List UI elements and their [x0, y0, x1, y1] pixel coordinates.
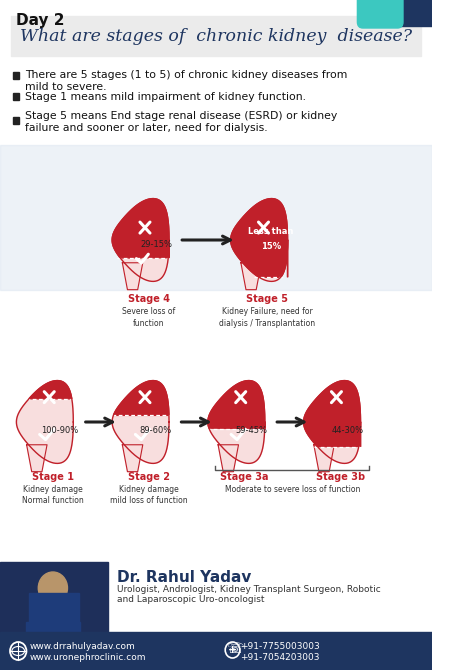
Polygon shape: [314, 445, 334, 472]
Polygon shape: [113, 381, 169, 415]
Text: Stage 1 means mild impairment of kidney function.: Stage 1 means mild impairment of kidney …: [25, 92, 306, 102]
Text: +91-7054203003: +91-7054203003: [240, 653, 319, 662]
Text: Stage 5 means End stage renal disease (ESRD) or kidney: Stage 5 means End stage renal disease (E…: [25, 111, 337, 121]
Bar: [0, 145, 432, 290]
Text: Kidney damage
mild loss of function: Kidney damage mild loss of function: [110, 484, 187, 505]
Polygon shape: [122, 263, 143, 289]
Bar: [13, 93, 19, 100]
Text: Day 2: Day 2: [17, 13, 65, 28]
Text: Kidney damage
Normal function: Kidney damage Normal function: [22, 484, 84, 505]
Text: Stage 1: Stage 1: [32, 472, 74, 482]
Text: Urologist, Andrologist, Kidney Transplant Surgeon, Robotic: Urologist, Andrologist, Kidney Transplan…: [117, 585, 381, 594]
Text: and Laparoscopic Uro-oncologist: and Laparoscopic Uro-oncologist: [117, 595, 264, 604]
Text: What are stages of  chronic kidney  disease?: What are stages of chronic kidney diseas…: [20, 27, 412, 44]
Polygon shape: [208, 381, 265, 429]
Text: Stage 2: Stage 2: [128, 472, 170, 482]
Bar: [11, 16, 421, 56]
Polygon shape: [29, 381, 72, 399]
Polygon shape: [231, 198, 288, 277]
Bar: [13, 72, 19, 79]
Text: Kidney Failure, need for
dialysis / Transplantation: Kidney Failure, need for dialysis / Tran…: [219, 307, 315, 328]
Text: 89-60%: 89-60%: [140, 425, 172, 435]
Polygon shape: [241, 263, 261, 289]
Bar: [13, 117, 19, 124]
Text: mild to severe.: mild to severe.: [25, 82, 106, 92]
Circle shape: [38, 572, 67, 604]
Text: www.drrahulyadav.com: www.drrahulyadav.com: [30, 642, 136, 651]
FancyBboxPatch shape: [357, 0, 403, 28]
Text: There are 5 stages (1 to 5) of chronic kidney diseases from: There are 5 stages (1 to 5) of chronic k…: [25, 70, 347, 80]
Bar: [29, 593, 79, 625]
Polygon shape: [112, 198, 169, 258]
Polygon shape: [112, 198, 169, 281]
Polygon shape: [112, 381, 169, 464]
Text: Less than: Less than: [248, 227, 293, 236]
Text: 59-45%: 59-45%: [236, 425, 268, 435]
Polygon shape: [122, 445, 143, 472]
Polygon shape: [231, 198, 288, 281]
Bar: [0, 632, 432, 670]
Polygon shape: [304, 381, 361, 447]
Bar: [26, 622, 80, 640]
Text: Stage 5: Stage 5: [246, 294, 288, 304]
Text: Severe loss of
function: Severe loss of function: [122, 307, 175, 328]
Polygon shape: [17, 381, 73, 464]
Text: ☏: ☏: [226, 642, 244, 656]
Text: www.uronephroclinic.com: www.uronephroclinic.com: [30, 653, 146, 662]
Text: Stage 3a: Stage 3a: [220, 472, 269, 482]
Polygon shape: [208, 381, 265, 464]
Text: Stage 4: Stage 4: [128, 294, 170, 304]
Text: 44-30%: 44-30%: [331, 425, 364, 435]
Bar: [394, 0, 432, 26]
Polygon shape: [27, 445, 47, 472]
Text: failure and sooner or later, need for dialysis.: failure and sooner or later, need for di…: [25, 123, 267, 133]
Text: 15%: 15%: [261, 242, 281, 251]
Text: Stage 3b: Stage 3b: [316, 472, 365, 482]
Text: 100-90%: 100-90%: [42, 425, 79, 435]
Text: Moderate to severe loss of function: Moderate to severe loss of function: [225, 484, 360, 494]
Text: Dr. Rahul Yadav: Dr. Rahul Yadav: [117, 570, 251, 585]
Polygon shape: [218, 445, 238, 472]
Polygon shape: [304, 381, 361, 464]
Text: +91-7755003003: +91-7755003003: [240, 642, 319, 651]
Text: +: +: [228, 645, 237, 655]
Text: 29-15%: 29-15%: [140, 240, 172, 249]
Bar: [0, 562, 108, 670]
Bar: [0, 562, 432, 670]
